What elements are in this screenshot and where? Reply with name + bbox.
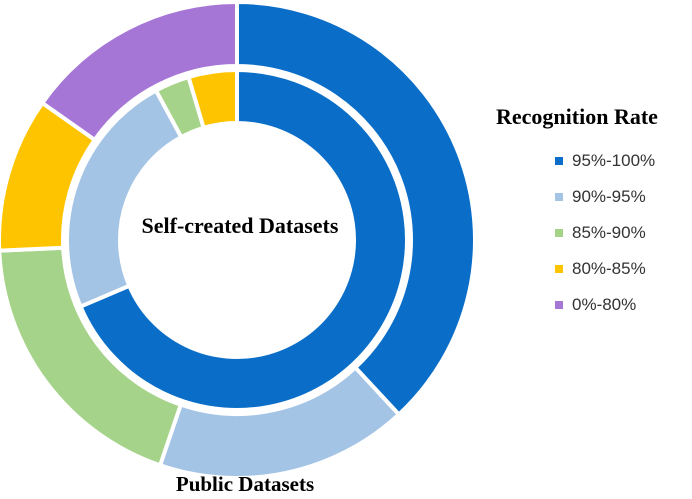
outer-ring-label: Public Datasets [175, 472, 315, 496]
legend-item: 90%-95% [555, 179, 658, 215]
outer-ring-public-datasets [0, 0, 477, 480]
inner-slice-95pct-100pct [77, 67, 409, 412]
legend-label: 0%-80% [572, 295, 637, 314]
inner-ring-self-created-datasets [65, 67, 409, 412]
legend-item: 95%-100% [555, 143, 658, 179]
legend-label: 80%-85% [572, 259, 646, 278]
outer-slice-95pct-100pct [235, 0, 477, 418]
outer-slice-85pct-90pct [0, 245, 184, 468]
legend: Recognition Rate 95%-100% 90%-95% 85%-90… [496, 104, 658, 323]
legend-swatch [555, 265, 563, 273]
legend-swatch [555, 229, 563, 237]
legend-title: Recognition Rate [496, 104, 658, 129]
legend-label: 90%-95% [572, 187, 646, 206]
outer-slice-0pct-80pct [39, 0, 239, 143]
legend-item: 80%-85% [555, 251, 658, 287]
legend-item: 85%-90% [555, 215, 658, 251]
legend-item: 0%-80% [555, 287, 658, 323]
inner-ring-label: Self-created Datasets [141, 213, 339, 238]
legend-swatch [555, 157, 563, 165]
inner-slice-80pct-85pct [186, 67, 239, 131]
legend-swatch [555, 193, 563, 201]
legend-label: 85%-90% [572, 223, 646, 242]
legend-label: 95%-100% [572, 151, 656, 170]
legend-swatch [555, 301, 563, 309]
